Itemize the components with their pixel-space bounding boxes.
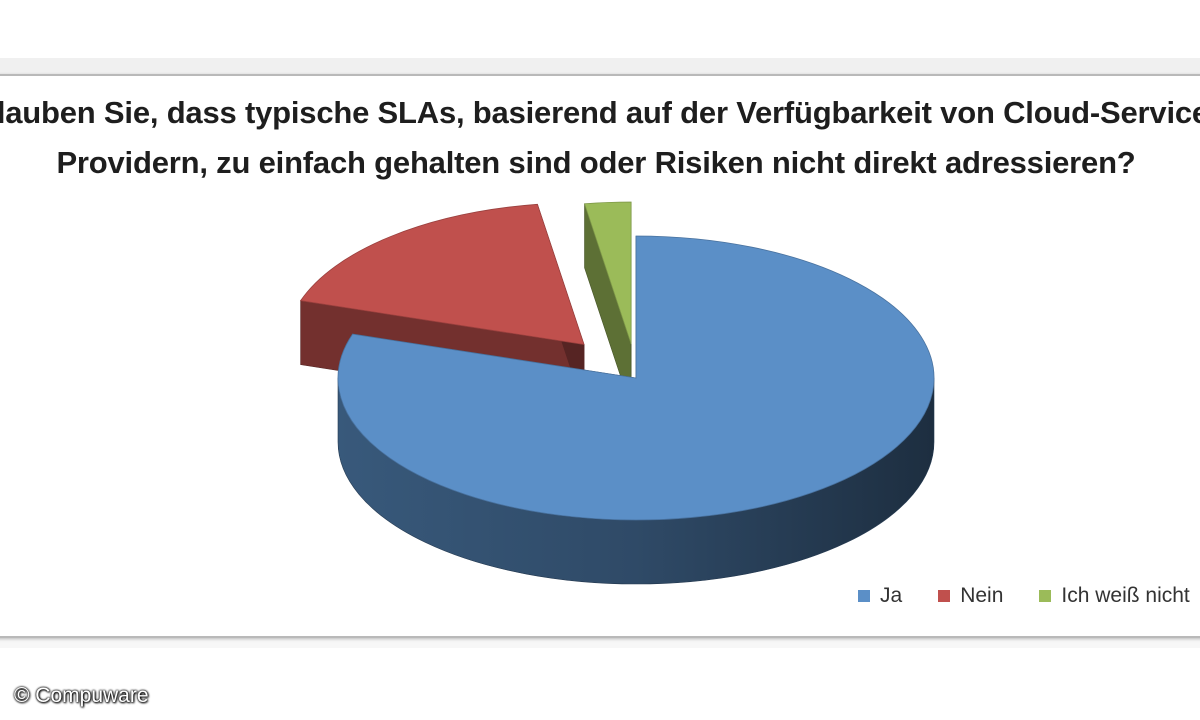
legend-label-ja: Ja [880,584,903,607]
legend-label-ich-wei-nicht: Ich weiß nicht [1061,584,1190,607]
legend-label-nein: Nein [960,584,1004,607]
chart-title-line-1: Glauben Sie, dass typische SLAs, basiere… [0,95,1200,130]
pie-slice-nein [299,203,585,346]
copyright-notice: © Compuware [14,684,149,707]
chart-frame: Glauben Sie, dass typische SLAs, basiere… [0,74,1200,638]
pie-slice-ich-wei-nicht [583,201,632,345]
legend-item-ich-wei-nicht: Ich weiß nicht [1039,584,1190,608]
pie-tops [299,201,935,521]
chart-title-line-2: Providern, zu einfach gehalten sind oder… [56,145,1136,180]
legend-item-nein: Nein [938,584,1003,608]
legend-swatch-ja [858,590,870,602]
legend-item-ja: Ja [858,584,902,608]
chart-title: Glauben Sie, dass typische SLAs, basiere… [0,88,1200,188]
pie-slice-ja [337,235,935,521]
chart-legend: Ja Nein Ich weiß nicht [858,582,1200,610]
legend-swatch-nein [938,590,951,602]
legend-swatch-ich-wei-nicht [1039,590,1052,602]
pie-chart [299,201,935,585]
